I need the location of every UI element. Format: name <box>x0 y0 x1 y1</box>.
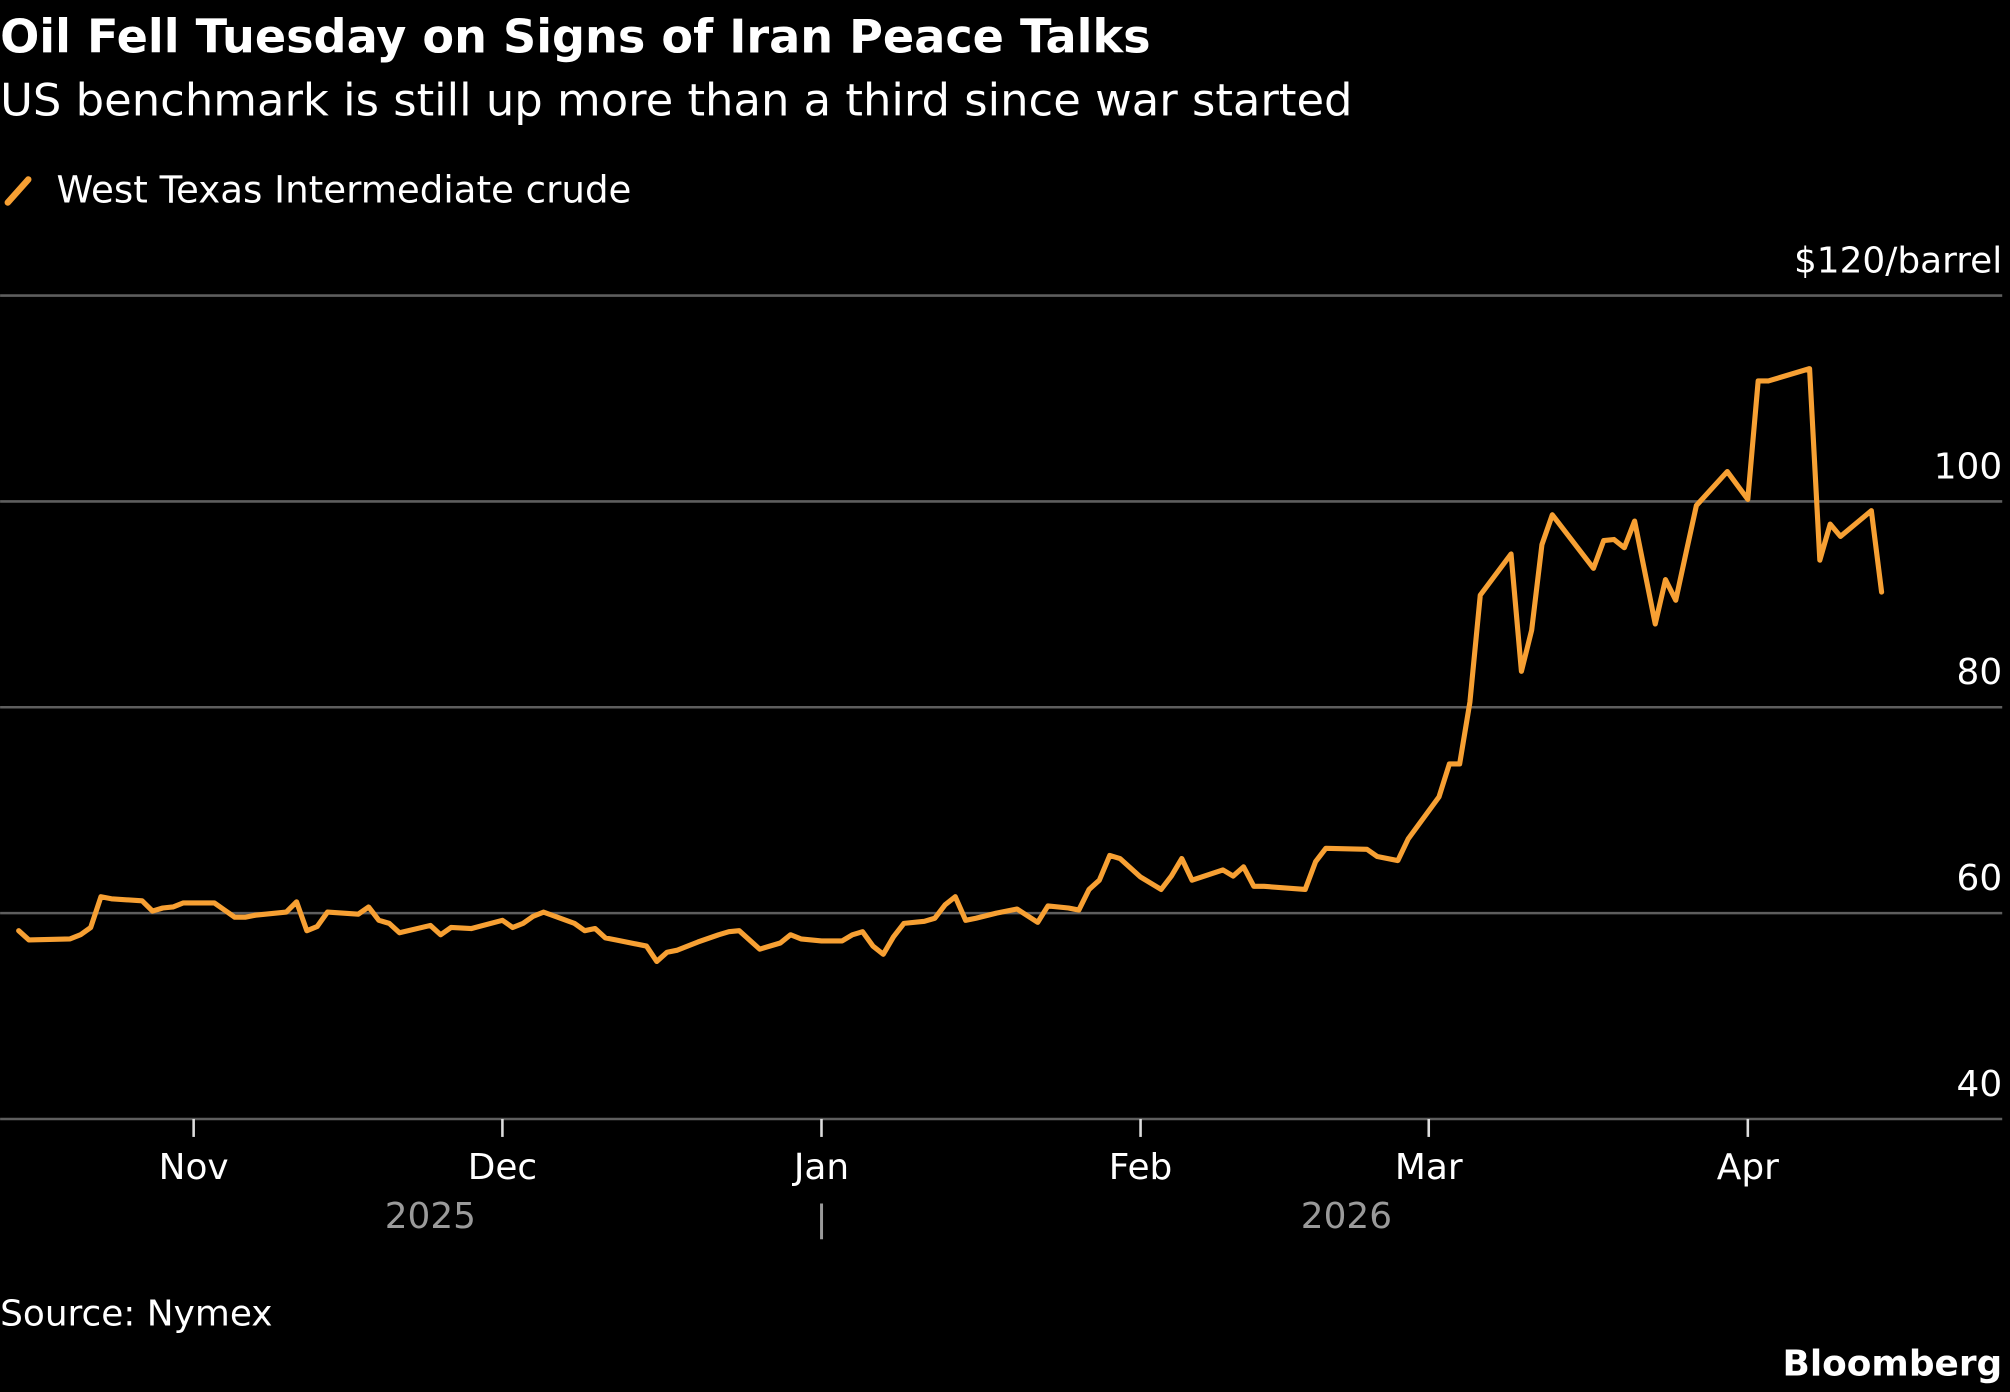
y-tick-label: 100 <box>1934 446 2002 487</box>
legend-line-icon <box>4 176 32 206</box>
y-tick-label: $120/barrel <box>1794 241 2002 282</box>
year-divider: | <box>815 1198 827 1239</box>
x-axis-labels: Nov Dec Jan Feb Mar Apr 2025 2026 | <box>159 1118 1779 1239</box>
y-tick-label: 80 <box>1957 652 2003 693</box>
legend: West Texas Intermediate crude <box>4 168 631 212</box>
year-label: 2025 <box>385 1196 476 1237</box>
gridlines <box>0 294 2003 1121</box>
year-label: 2026 <box>1301 1196 1392 1237</box>
x-tick-label: Nov <box>159 1147 229 1188</box>
source-note: Source: Nymex <box>0 1293 272 1334</box>
chart-subtitle: US benchmark is still up more than a thi… <box>0 73 1352 126</box>
series-line-wti <box>16 366 1885 965</box>
legend-label: West Texas Intermediate crude <box>56 168 631 212</box>
x-tick-label: Jan <box>792 1147 849 1188</box>
y-tick-label: 40 <box>1957 1064 2003 1105</box>
x-tick-label: Feb <box>1109 1147 1173 1188</box>
series-layer <box>16 366 1885 965</box>
y-tick-label: 60 <box>1957 858 2003 899</box>
bloomberg-logo: Bloomberg <box>1783 1343 2003 1384</box>
chart-title: Oil Fell Tuesday on Signs of Iran Peace … <box>0 10 1151 64</box>
y-axis-labels: $120/barrel 100 80 60 40 <box>1794 241 2002 1105</box>
x-tick-label: Apr <box>1717 1147 1779 1188</box>
x-tick-label: Mar <box>1395 1147 1463 1188</box>
x-tick-label: Dec <box>468 1147 537 1188</box>
